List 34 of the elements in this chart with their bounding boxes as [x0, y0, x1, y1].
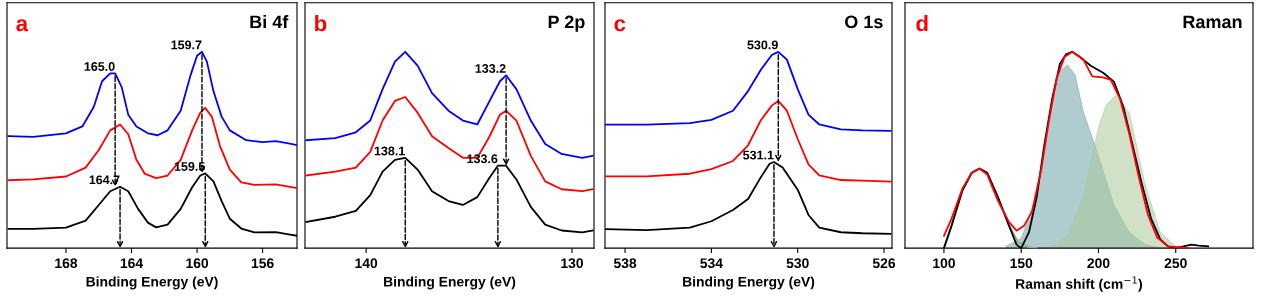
x-axis-title: Binding Energy (eV)	[86, 276, 218, 290]
x-axis-title: Raman shift (cm$^{−1}$)	[1016, 276, 1143, 292]
x-tick-label: 200	[1087, 258, 1110, 269]
x-tick-label: 250	[1164, 258, 1187, 269]
x-axis-title: Binding Energy (eV)	[683, 276, 815, 290]
x-tick-label: 164	[120, 258, 144, 269]
x-tick-label: 160	[186, 258, 209, 269]
annotation: 138.1	[374, 146, 405, 156]
text: c	[614, 19, 626, 32]
x-tick-label: 130	[561, 258, 583, 269]
x-tick-label: 530	[786, 258, 809, 269]
x-tick-label: 534	[700, 258, 723, 269]
annotation: 133.2	[475, 64, 506, 73]
annotation: 133.6	[467, 154, 498, 164]
annotation: 531.1	[743, 150, 774, 160]
annotation: 165.0	[84, 62, 115, 71]
x-tick-label: 140	[355, 258, 378, 269]
text: a	[16, 19, 29, 32]
x-tick-label: 156	[251, 258, 274, 269]
x-tick-label: 526	[872, 258, 896, 269]
text: d	[916, 15, 928, 32]
annotation: 159.7	[171, 40, 202, 50]
chart-title: Raman	[1183, 15, 1242, 29]
x-tick-label: 538	[613, 258, 637, 269]
annotation: 164.7	[89, 175, 120, 185]
chart-title: P 2p	[548, 15, 585, 32]
annotation: 530.9	[747, 40, 778, 50]
chart-title: Bi 4f	[250, 15, 289, 29]
x-tick-label: 168	[55, 258, 78, 269]
text: b	[315, 15, 327, 32]
x-axis-title: Binding Energy (eV)	[384, 276, 516, 290]
x-tick-label: 100	[933, 258, 955, 269]
chart-title: O 1s	[844, 15, 883, 29]
x-tick-label: 150	[1010, 258, 1033, 269]
